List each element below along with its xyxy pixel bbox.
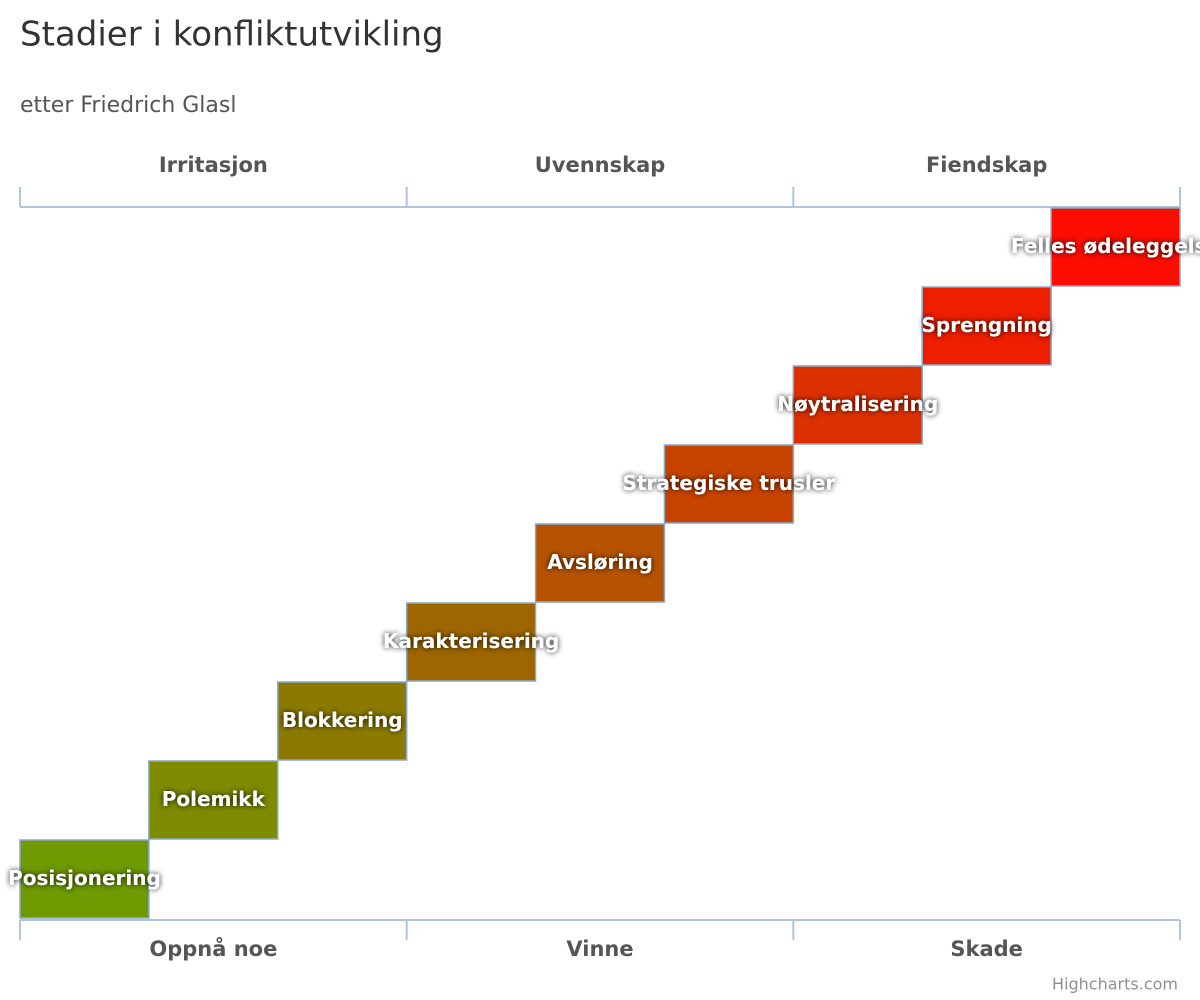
stage-label: Felles ødeleggelse — [1011, 234, 1200, 258]
stage-block — [1050, 207, 1181, 287]
top-axis-label: Uvennskap — [535, 153, 666, 177]
top-axis-label: Fiendskap — [926, 153, 1047, 177]
stage-label: Avsløring — [547, 550, 653, 574]
stage-block — [405, 602, 537, 682]
stage-label: Strategiske trusler — [623, 471, 836, 495]
stage-block — [921, 286, 1052, 366]
stage-label: Polemikk — [162, 787, 266, 811]
bottom-axis-label: Oppnå noe — [149, 936, 277, 961]
top-axis-label: Irritasjon — [159, 153, 268, 177]
stage-block — [19, 839, 150, 919]
stage-block — [148, 760, 279, 840]
stage-label: Sprengning — [921, 313, 1051, 337]
bottom-axis-label: Skade — [950, 937, 1023, 961]
stage-label: Posisjonering — [8, 866, 161, 890]
stage-block — [663, 444, 795, 524]
credits: Highcharts.com — [1052, 975, 1178, 994]
stage-block — [534, 523, 666, 603]
stage-label: Karakterisering — [383, 629, 559, 653]
bottom-axis-label: Vinne — [566, 937, 633, 961]
chart-subtitle: etter Friedrich Glasl — [20, 93, 236, 118]
stage-label: Nøytralisering — [777, 392, 938, 416]
stage-block — [792, 365, 923, 445]
chart-title: Stadier i konfliktutvikling — [20, 15, 444, 55]
stage-block — [277, 681, 408, 761]
stage-label: Blokkering — [282, 708, 403, 732]
